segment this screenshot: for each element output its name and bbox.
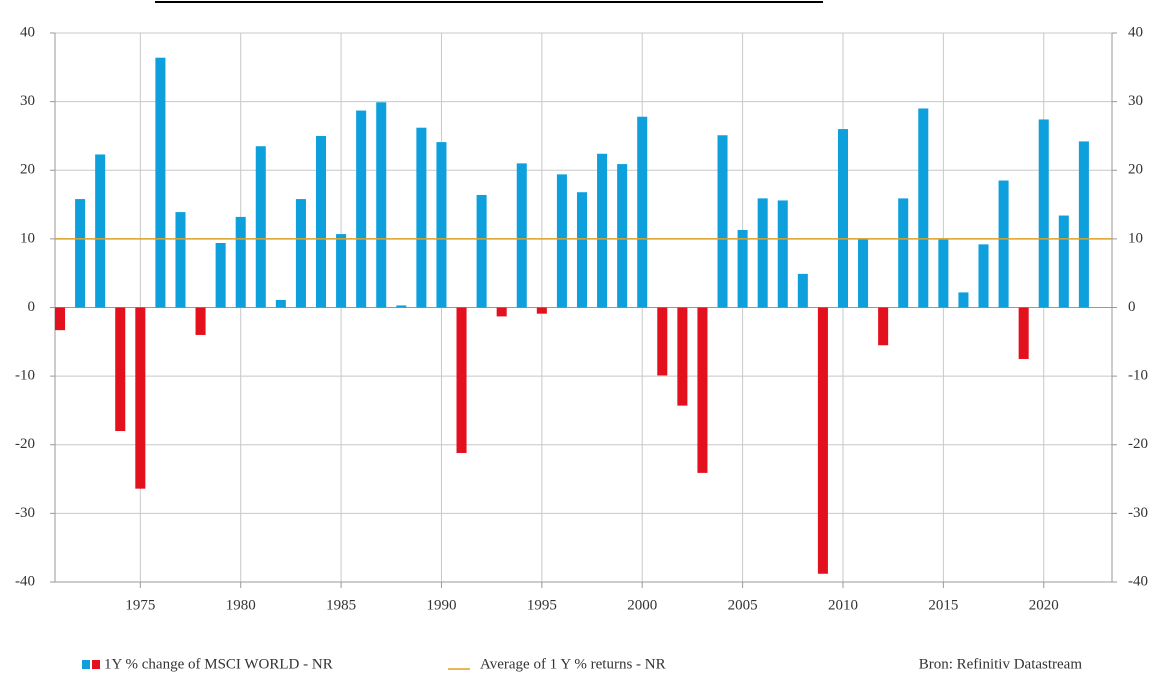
bar [135, 307, 146, 489]
bar [456, 307, 467, 453]
y2-tick-label: -20 [1128, 436, 1148, 452]
bar [275, 299, 286, 308]
bar [837, 129, 849, 308]
bar [516, 163, 527, 308]
bar [195, 307, 206, 335]
bar [396, 305, 407, 308]
bar [1038, 119, 1049, 308]
bar [717, 135, 728, 308]
bar [978, 244, 989, 308]
bar [1078, 141, 1089, 308]
bar [858, 238, 869, 308]
bar [697, 307, 708, 473]
bar [617, 164, 628, 308]
y-tick-label: -10 [15, 368, 35, 384]
legend-label: Average of 1 Y % returns - NR [480, 656, 666, 672]
bar [757, 198, 768, 308]
x-tick-label: 2020 [1029, 597, 1059, 613]
y2-tick-label: -10 [1128, 368, 1148, 384]
bar [536, 307, 547, 314]
bar [476, 194, 487, 308]
bar [1058, 215, 1069, 308]
bar [295, 199, 306, 308]
bar [235, 216, 246, 308]
bar [657, 307, 668, 376]
bar [898, 198, 909, 308]
legend-swatch [92, 660, 100, 669]
bar [556, 174, 567, 308]
bar [878, 307, 889, 346]
bar [436, 142, 447, 308]
x-tick-label: 1990 [426, 597, 456, 613]
bar [637, 116, 648, 308]
y-tick-label: -40 [15, 573, 35, 589]
x-tick-label: 2010 [828, 597, 858, 613]
bar [576, 192, 588, 308]
y-tick-label: -30 [15, 505, 35, 521]
bar [938, 239, 949, 308]
y2-tick-label: 0 [1128, 299, 1136, 315]
y2-tick-label: 30 [1128, 93, 1143, 109]
bar [597, 153, 608, 308]
bar [215, 242, 226, 308]
bar [376, 102, 387, 308]
y-tick-label: 30 [20, 93, 35, 109]
legend-swatch [82, 660, 90, 669]
y-tick-label: 40 [20, 24, 35, 40]
legend-label: 1Y % change of MSCI WORLD - NR [104, 656, 333, 672]
y2-tick-label: -30 [1128, 505, 1148, 521]
bar [998, 180, 1009, 308]
x-tick-label: 1975 [125, 597, 155, 613]
y2-tick-label: -40 [1128, 573, 1148, 589]
bar [797, 273, 808, 308]
y-tick-label: 0 [28, 299, 36, 315]
y2-tick-label: 10 [1128, 230, 1143, 246]
bar [737, 229, 748, 308]
bar [315, 135, 327, 308]
y-tick-label: 10 [20, 230, 35, 246]
y-tick-label: -20 [15, 436, 35, 452]
bar [817, 307, 828, 574]
bar [155, 57, 166, 308]
x-tick-label: 2005 [728, 597, 758, 613]
x-tick-label: 1980 [226, 597, 256, 613]
bar [356, 110, 367, 308]
bar [255, 146, 266, 308]
x-tick-label: 2000 [627, 597, 657, 613]
bar [336, 234, 347, 308]
bar [416, 127, 427, 308]
x-tick-label: 1995 [527, 597, 557, 613]
bar [175, 212, 186, 308]
x-tick-label: 1985 [326, 597, 356, 613]
bar [677, 307, 688, 406]
bar [777, 200, 788, 308]
bar [55, 307, 66, 331]
bar [496, 307, 507, 317]
source: Bron: Refinitiv Datastream [919, 656, 1083, 672]
bar [958, 292, 969, 308]
bar [115, 307, 126, 432]
y2-tick-label: 20 [1128, 162, 1143, 178]
y-tick-label: 20 [20, 162, 35, 178]
bar [1018, 307, 1029, 359]
y2-tick-label: 40 [1128, 24, 1143, 40]
bar [95, 154, 106, 308]
bar [75, 199, 86, 308]
x-tick-label: 2015 [928, 597, 958, 613]
bar [918, 108, 929, 308]
